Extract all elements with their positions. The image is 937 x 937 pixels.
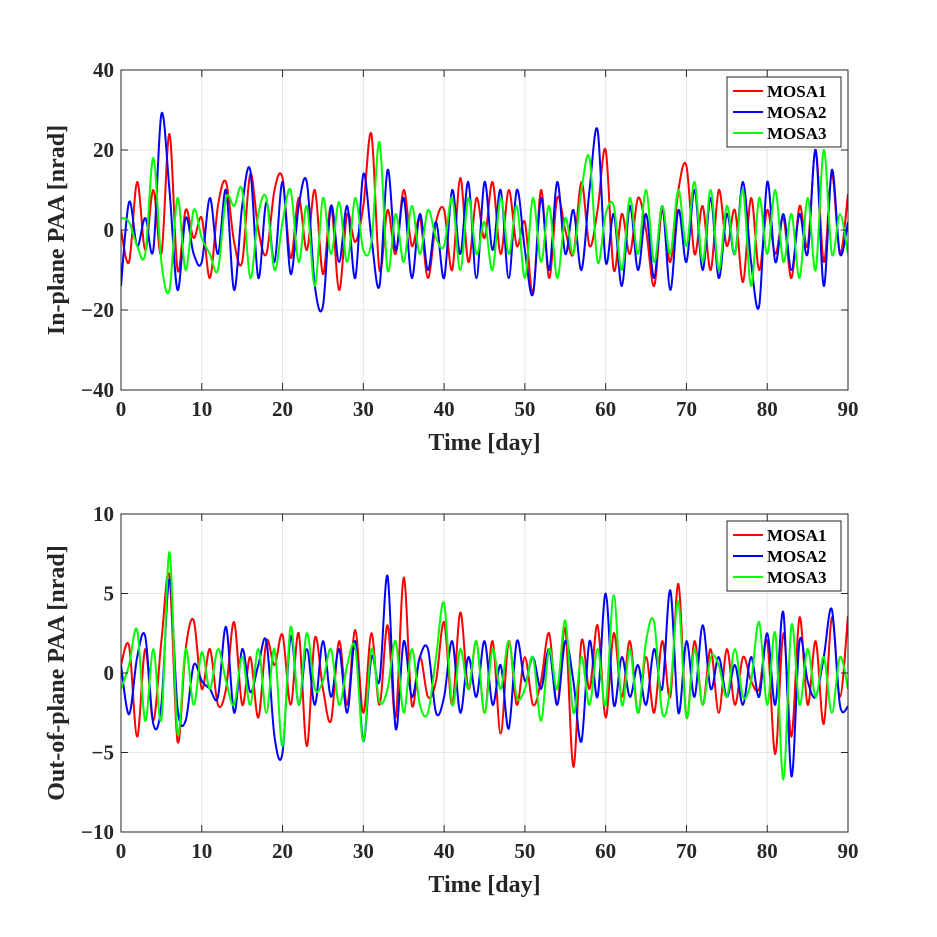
legend-label-mosa1: MOSA1 [767,526,827,545]
y-axis-label: Out-of-plane PAA [nrad] [44,545,70,801]
x-tick-label: 10 [191,839,212,863]
legend-label-mosa2: MOSA2 [767,103,827,122]
legend-label-mosa1: MOSA1 [767,82,827,101]
x-tick-label: 60 [595,397,616,421]
x-tick-label: 0 [116,397,127,421]
series-line-mosa2 [121,111,848,313]
series-lines [121,551,848,781]
x-tick-label: 80 [757,839,778,863]
series-lines [121,111,848,313]
x-tick-label: 50 [514,397,535,421]
y-tick-label: 40 [93,58,114,82]
legend-label-mosa2: MOSA2 [767,547,827,566]
y-tick-label: −5 [92,741,114,765]
y-tick-label: −40 [81,378,114,402]
ticks: 0 10 20 30 40 50 60 70 80 90 −40 −20 0 20 40 [81,58,858,421]
x-tick-label: 50 [514,839,535,863]
x-tick-label: 10 [191,397,212,421]
legend-label-mosa3: MOSA3 [767,568,827,587]
x-axis-label: Time [day] [428,872,540,898]
legend: MOSA1 MOSA2 MOSA3 [726,520,842,592]
x-tick-label: 30 [353,839,374,863]
y-tick-label: 5 [104,582,115,606]
series-line-mosa3 [121,140,848,295]
legend: MOSA1 MOSA2 MOSA3 [726,76,842,148]
x-tick-label: 90 [838,839,859,863]
x-tick-label: 20 [272,397,293,421]
x-tick-label: 30 [353,397,374,421]
series-line-mosa1 [121,131,848,296]
x-tick-label: 70 [676,397,697,421]
x-tick-label: 0 [116,839,127,863]
x-tick-label: 70 [676,839,697,863]
y-tick-label: −20 [81,298,114,322]
x-tick-label: 60 [595,839,616,863]
x-tick-label: 40 [434,397,455,421]
x-axis-label: Time [day] [428,430,540,456]
y-tick-label: 20 [93,138,114,162]
panel-in-plane: 0 10 20 30 40 50 60 70 80 90 −40 −20 0 20 40 Time [day… [44,58,859,456]
y-tick-label: −10 [81,820,114,844]
y-tick-label: 0 [104,661,115,685]
y-axis-label: In-plane PAA [nrad] [44,125,70,335]
x-tick-label: 40 [434,839,455,863]
x-tick-label: 20 [272,839,293,863]
legend-label-mosa3: MOSA3 [767,124,827,143]
y-tick-label: 0 [104,218,115,242]
x-tick-label: 90 [838,397,859,421]
y-tick-label: 10 [93,502,114,526]
ticks: 0 10 20 30 40 50 60 70 80 90 −10 −5 0 5 10 [81,502,858,863]
x-tick-label: 80 [757,397,778,421]
series-line-mosa3 [121,551,848,781]
